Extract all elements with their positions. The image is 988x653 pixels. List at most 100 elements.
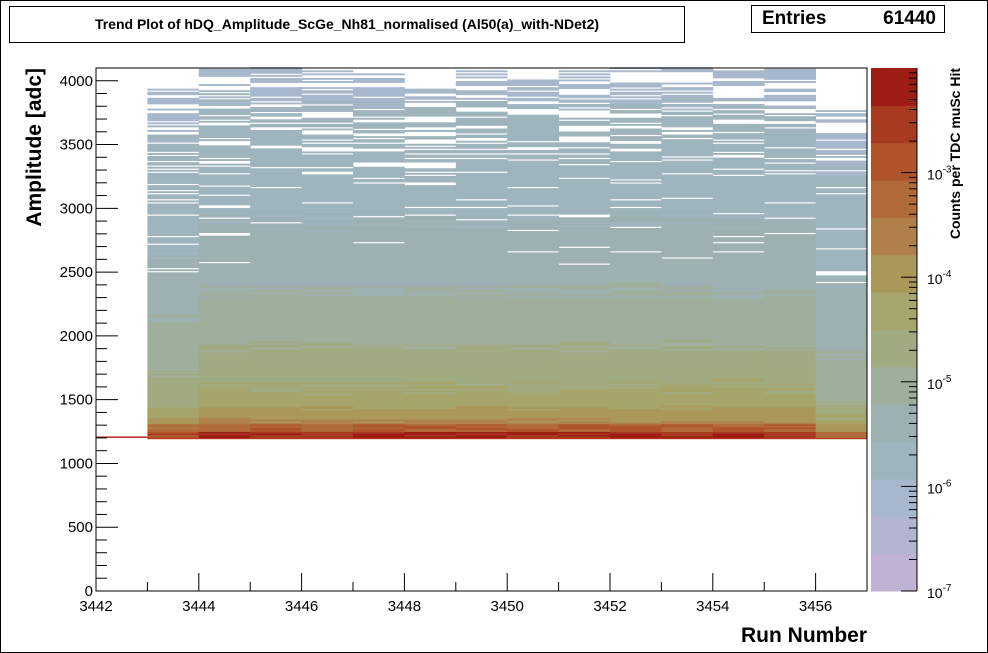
heatmap-cell [610,133,662,135]
heatmap-cell [301,94,354,97]
heatmap-cell [404,301,457,304]
heatmap-cell [712,414,765,417]
heatmap-cell [712,370,765,373]
heatmap-cell [507,114,559,117]
heatmap-cell [507,105,559,108]
heatmap-cell [815,152,868,155]
heatmap-cell [455,249,508,252]
heatmap-cell [353,229,405,232]
heatmap-cell [455,315,508,318]
heatmap-cell [764,408,816,411]
heatmap-cell [610,295,662,298]
heatmap-cell [661,393,714,396]
heatmap-cell [764,183,816,186]
heatmap-cell [815,269,868,272]
heatmap-cell [301,328,354,331]
heatmap-cell [250,298,302,301]
heatmap-cell [404,263,457,266]
heatmap-cell [661,182,714,184]
heatmap-cell [558,180,611,183]
heatmap-cell [404,226,457,229]
heatmap-cell [712,116,765,119]
heatmap-cell [147,178,200,181]
heatmap-cell [198,396,251,399]
heatmap-cell [815,322,868,325]
heatmap-cell [198,306,251,308]
heatmap-cell [198,240,251,243]
heatmap-cell [507,255,559,258]
heatmap-cell [250,397,302,400]
heatmap-cell [507,413,559,416]
heatmap-cell [353,301,405,304]
heatmap-cell [250,91,302,94]
heatmap-cell [661,436,714,439]
heatmap-cell [712,215,765,218]
heatmap-cell [558,351,611,354]
heatmap-cell [455,281,508,284]
heatmap-cell [404,178,457,181]
heatmap-cell [815,133,868,135]
heatmap-cell [147,224,200,227]
heatmap-cell [250,304,302,307]
heatmap-cell [507,188,559,191]
heatmap-cell [815,390,868,393]
heatmap-cell [815,261,868,264]
heatmap-cell [353,212,405,215]
heatmap-cell [712,192,765,195]
heatmap-cell [764,200,816,203]
heatmap-cell [610,335,662,338]
heatmap-cell [558,283,611,285]
heatmap-cell [250,217,302,220]
heatmap-cell [147,237,200,240]
heatmap-cell [815,119,868,122]
heatmap-cell [147,351,200,354]
heatmap-cell [558,122,611,125]
heatmap-cell [404,205,457,207]
heatmap-cell [610,168,662,171]
heatmap-cell [455,276,508,279]
heatmap-cell [353,103,405,106]
heatmap-cell [815,218,868,221]
heatmap-cell [815,205,868,207]
heatmap-cell [610,391,662,394]
heatmap-cell [198,139,251,142]
heatmap-cell [353,292,405,295]
heatmap-cell [507,403,559,406]
heatmap-cell [507,247,559,250]
heatmap-cell [507,162,559,165]
heatmap-cell [198,373,251,376]
heatmap-cell [610,270,662,273]
heatmap-cell [353,273,405,276]
heatmap-cell [404,373,457,376]
heatmap-cell [147,371,200,374]
heatmap-cell [198,356,251,359]
heatmap-cell [661,185,714,188]
heatmap-cell [353,206,405,209]
heatmap-cell [764,182,816,184]
heatmap-cell [764,425,816,428]
heatmap-cell [404,342,457,345]
heatmap-cell [455,143,508,146]
heatmap-cell [198,125,251,128]
heatmap-cell [198,220,251,223]
heatmap-cell [250,324,302,327]
heatmap-cell [507,119,559,122]
heatmap-cell [404,359,457,362]
heatmap-cell [507,309,559,312]
heatmap-cell [250,172,302,175]
heatmap-cell [404,114,457,117]
heatmap-cell [558,425,611,428]
heatmap-cell [147,353,200,356]
heatmap-cell [353,302,405,305]
heatmap-cell [250,425,302,428]
heatmap-cell [301,402,354,405]
heatmap-cell [815,255,868,258]
heatmap-cell [712,182,765,184]
heatmap-cell [353,136,405,139]
heatmap-cell [764,185,816,188]
heatmap-cell [815,241,868,244]
heatmap-cell [558,217,611,220]
heatmap-cell [610,249,662,252]
heatmap-cell [661,99,714,102]
heatmap-cell [353,359,405,362]
